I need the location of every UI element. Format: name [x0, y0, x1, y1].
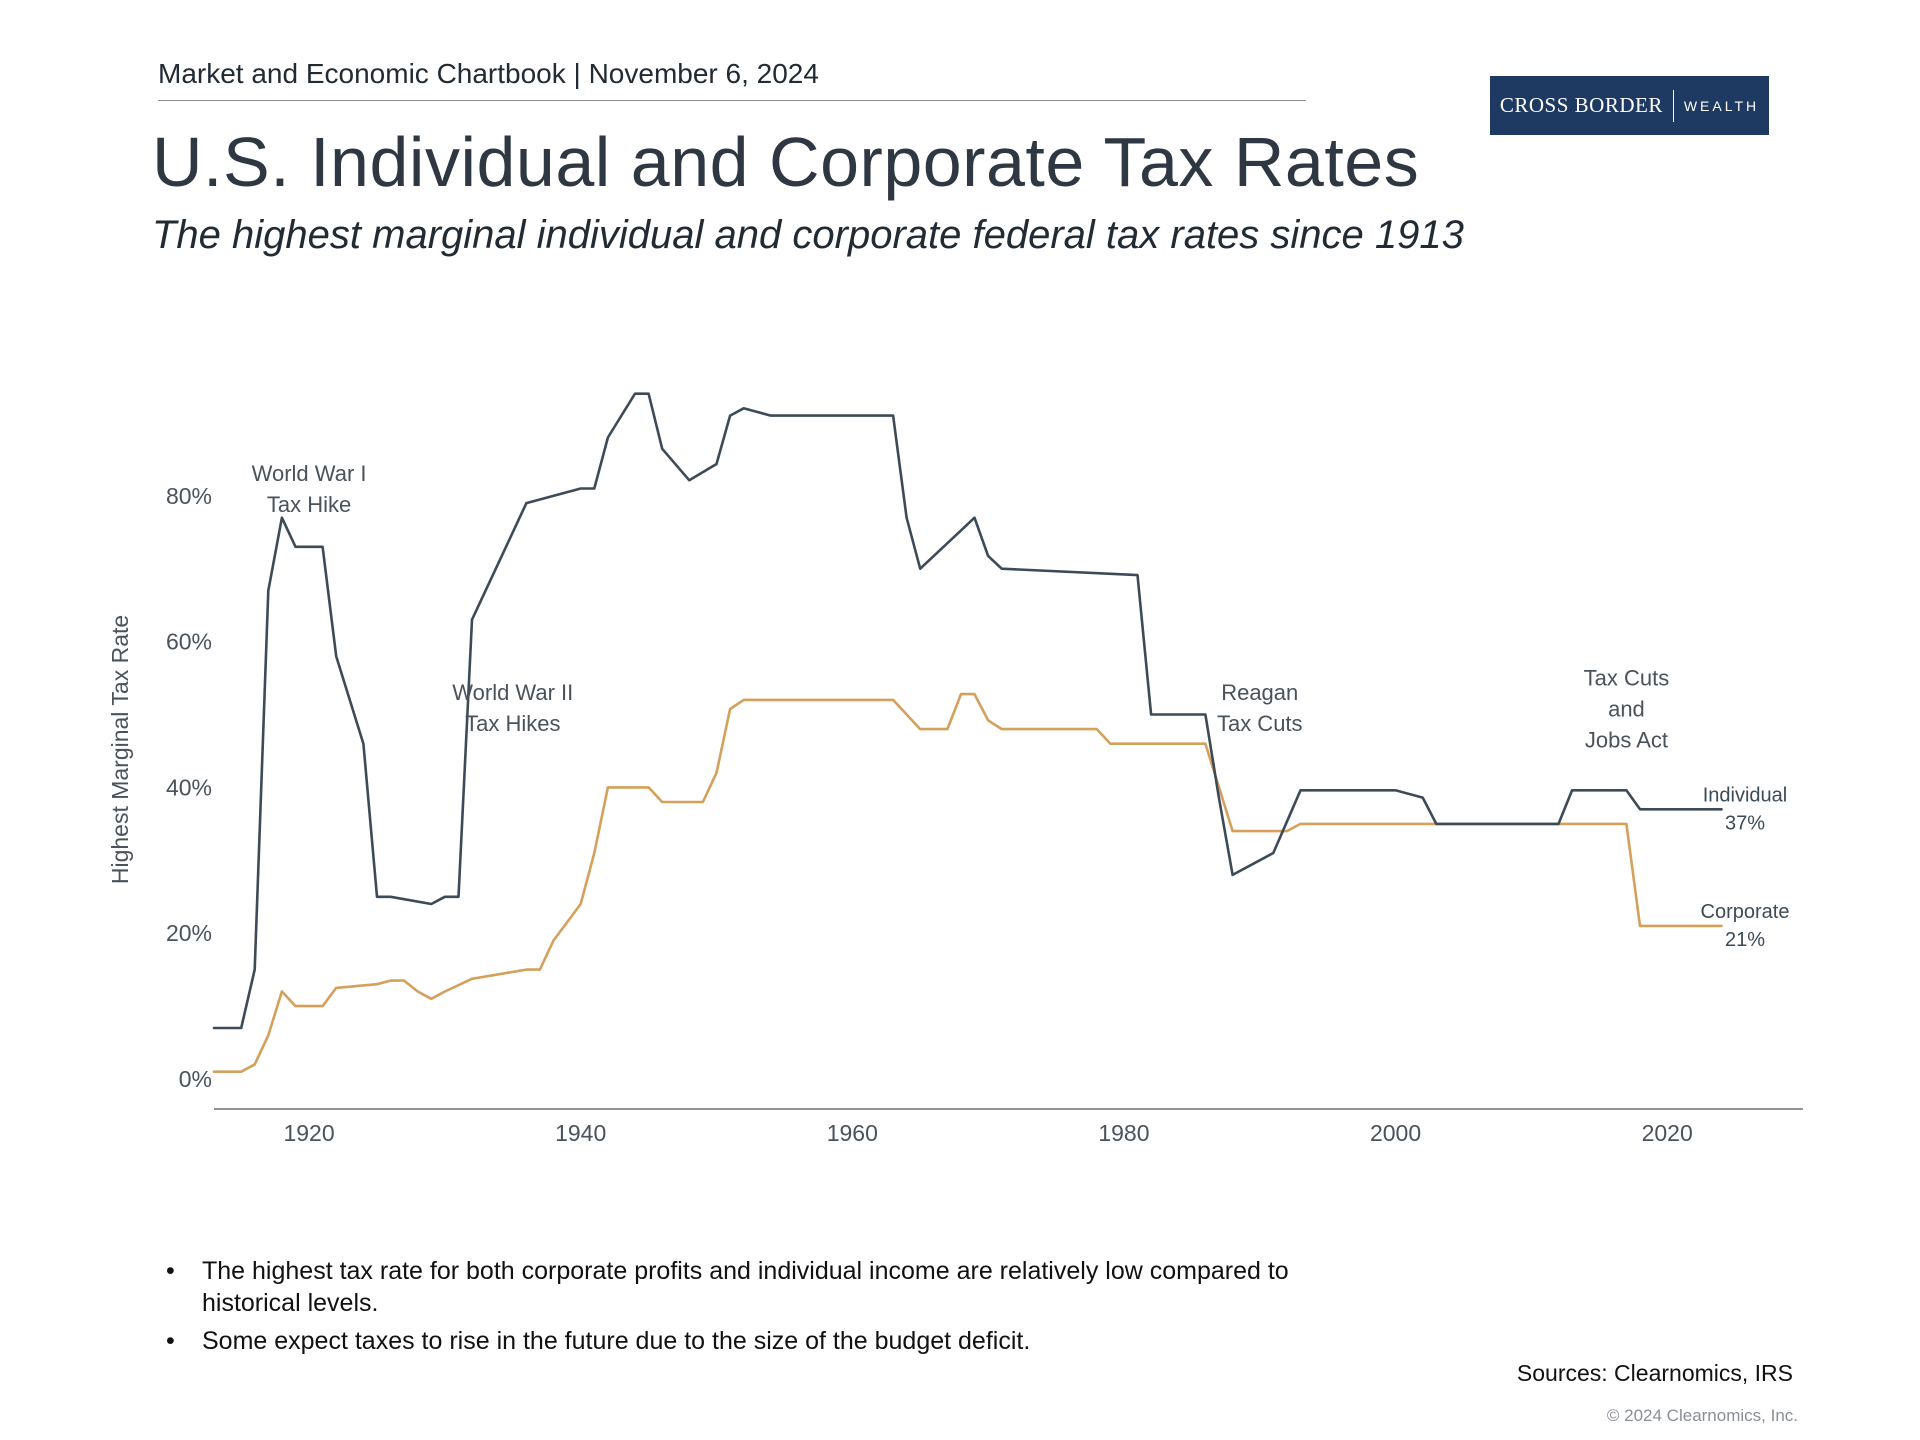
x-axis: 1920 1940 1960 1980 2000 2020	[214, 1108, 1803, 1146]
y-tick-label: 40%	[166, 774, 212, 800]
bullet-item: Some expect taxes to rise in the future …	[160, 1325, 1340, 1357]
annotation-label: Jobs Act	[1585, 727, 1668, 752]
page-subtitle: The highest marginal individual and corp…	[152, 213, 1464, 257]
x-tick-label: 1960	[827, 1120, 878, 1146]
series-end-label: 21%	[1725, 929, 1765, 951]
annotation-label: Tax Hike	[267, 492, 351, 517]
annotation-layer: World War I Tax Hike World War II Tax Hikes…	[252, 461, 1670, 752]
y-axis: 0% 20% 40% 60% 80% Highest Marginal Tax Rate	[107, 483, 212, 1092]
series-end-labels: Individual 37% Corporate 21%	[1701, 784, 1790, 951]
x-tick-label: 2000	[1370, 1120, 1421, 1146]
y-tick-label: 0%	[179, 1066, 212, 1092]
copyright-note: © 2024 Clearnomics, Inc.	[1606, 1406, 1798, 1425]
x-tick-label: 2020	[1642, 1120, 1693, 1146]
header: Market and Economic Chartbook | November…	[158, 58, 1306, 101]
bullet-item: The highest tax rate for both corporate …	[160, 1255, 1340, 1319]
x-tick-label: 1980	[1098, 1120, 1149, 1146]
annotation-label: World War II	[452, 680, 573, 705]
y-tick-label: 80%	[166, 483, 212, 509]
series-layer	[212, 392, 1723, 1074]
x-tick-label: 1920	[283, 1120, 334, 1146]
sources-note: Sources: Clearnomics, IRS	[1516, 1360, 1793, 1386]
series-end-label: Individual	[1703, 784, 1788, 806]
y-axis-title: Highest Marginal Tax Rate	[107, 615, 133, 884]
x-tick-label: 1940	[555, 1120, 606, 1146]
tax-rates-line-chart: 0%20%40%60%80%Highest Marginal Tax Rate …	[107, 392, 1803, 1146]
y-tick-label: 60%	[166, 629, 212, 655]
logo-suffix: WEALTH	[1683, 97, 1760, 114]
series-end-label: Corporate	[1701, 901, 1790, 923]
series-line-individual	[212, 392, 1723, 1030]
page-title: U.S. Individual and Corporate Tax Rates	[152, 123, 1420, 201]
annotation-label: Tax Cuts	[1217, 711, 1303, 736]
series-line-corporate	[212, 692, 1723, 1074]
annotation-label: Reagan	[1221, 680, 1298, 705]
annotation-label: Tax Hikes	[465, 711, 560, 736]
series-end-label: 37%	[1725, 812, 1765, 834]
logo-brand: CROSS BORDER	[1499, 93, 1663, 117]
y-tick-label: 20%	[166, 920, 212, 946]
cross-border-wealth-logo: CROSS BORDER WEALTH	[1490, 76, 1769, 135]
chartbook-kicker: Market and Economic Chartbook | November…	[158, 58, 1306, 101]
logo-divider	[1672, 89, 1674, 122]
annotation-label: Tax Cuts	[1584, 665, 1670, 690]
annotation-label: World War I	[252, 461, 367, 486]
annotation-label: and	[1608, 696, 1645, 721]
bullet-list: The highest tax rate for both corporate …	[160, 1255, 1340, 1363]
